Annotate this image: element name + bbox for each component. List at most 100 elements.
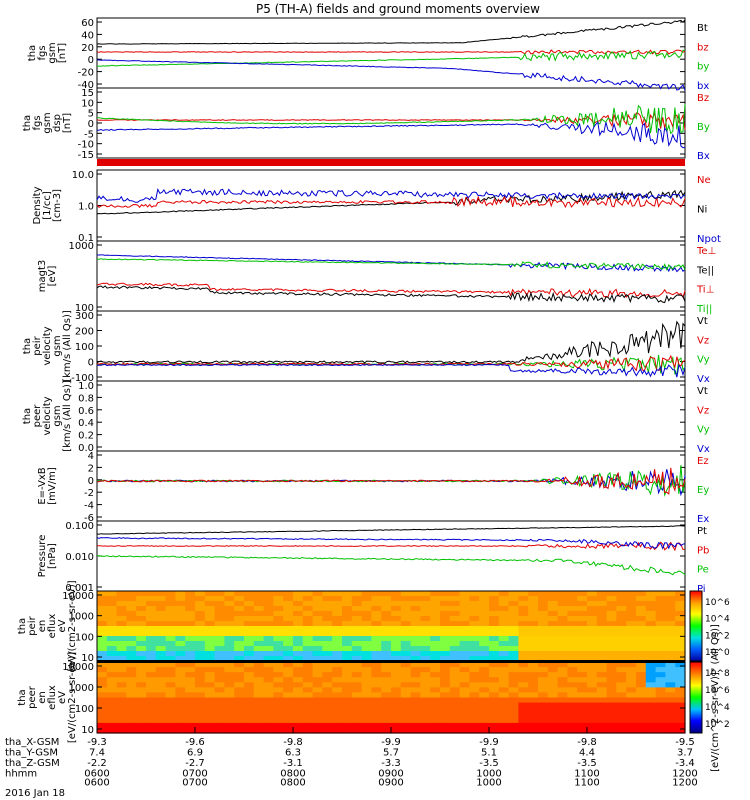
ephemeris-value: -3.3 bbox=[381, 758, 401, 769]
legend-Ti||: Ti|| bbox=[696, 304, 712, 315]
ephemeris-value: -2.7 bbox=[185, 758, 205, 769]
y-tick-label: -20 bbox=[78, 68, 94, 79]
y-tick-label: 5 bbox=[88, 109, 94, 120]
ephemeris-value: 6.9 bbox=[187, 748, 203, 759]
x-tick-label: 1000 bbox=[476, 778, 501, 789]
legend-Pt: Pt bbox=[697, 526, 707, 537]
ephemeris-value: 3.7 bbox=[677, 748, 693, 759]
series-Te-perp bbox=[96, 285, 686, 304]
panel-frame bbox=[96, 380, 686, 452]
y-axis-label: thapeirenefluxeV[eV/(cm2-s-sr-eV)] bbox=[17, 580, 78, 671]
ephemeris-value: 1100 bbox=[574, 769, 599, 780]
legend-Ne: Ne bbox=[697, 175, 711, 186]
series-Pi bbox=[96, 537, 686, 550]
y-tick-label: 0 bbox=[88, 119, 94, 130]
y-tick-label: 0.100 bbox=[65, 521, 94, 532]
y-tick-label: 10000 bbox=[62, 591, 94, 602]
series-Pe bbox=[96, 555, 686, 576]
ephemeris-value: -3.5 bbox=[479, 758, 499, 769]
ephemeris-value: 0800 bbox=[280, 769, 305, 780]
y-tick-label: 1000 bbox=[69, 241, 94, 252]
legend-Ni: Ni bbox=[697, 205, 707, 216]
panel-9: 10000 1000 100 10thapeirenefluxeV[eV/(cm2-s… bbox=[17, 580, 730, 671]
panel-8: 0.100 0.010 0.001 Pressure[nPa] Pt Pb Pe Pi bbox=[37, 520, 709, 595]
series-Bt bbox=[96, 19, 686, 45]
ephemeris-value: 0700 bbox=[182, 769, 207, 780]
x-tick-label: 0700 bbox=[182, 778, 207, 789]
x-tick-label: 1200 bbox=[672, 778, 697, 789]
legend-Ez: Ez bbox=[697, 456, 709, 467]
legend-Npot: Npot bbox=[697, 234, 721, 245]
panel-10: 10000 1000 100 10thapeerenefluxeV[eV/(cm2-s… bbox=[17, 652, 730, 743]
ephemeris-table: tha_X-GSM -9.3 -9.6 -9.8 -9.9 -9.9 -9.8 -9.5 tha… bbox=[5, 727, 698, 789]
panel-4: 1000 100 magt3[eV] Te⊥ Te|| Ti⊥ Ti|| bbox=[37, 240, 716, 315]
ephemeris-value: 1200 bbox=[672, 769, 697, 780]
y-axis-label: Pressure[nPa] bbox=[37, 535, 58, 578]
series-Ne bbox=[96, 195, 686, 209]
series-bx bbox=[96, 59, 686, 91]
ephemeris-row-label: hhmm bbox=[5, 769, 37, 780]
y-tick-label: -10 bbox=[78, 140, 94, 151]
legend-by: by bbox=[697, 62, 709, 73]
y-tick-label: 0.4 bbox=[78, 418, 94, 429]
ephemeris-value: 7.4 bbox=[89, 748, 105, 759]
ephemeris-value: 5.7 bbox=[383, 748, 399, 759]
y-tick-label: 0.010 bbox=[65, 552, 94, 563]
panel-frame bbox=[96, 450, 686, 522]
y-tick-label: 1000 bbox=[69, 612, 94, 623]
legend-Vy: Vy bbox=[697, 425, 710, 436]
panels: 6040200-20-40thafgsgsm[nT]Btbzbybx151050… bbox=[17, 17, 730, 772]
ephemeris-value: 5.1 bbox=[481, 748, 497, 759]
legend-Vx: Vx bbox=[697, 444, 710, 455]
legend-Pe: Pe bbox=[697, 565, 709, 576]
y-tick-label: 0 bbox=[88, 358, 94, 369]
ephemeris-value: -9.6 bbox=[185, 737, 205, 748]
y-tick-label: 10 bbox=[81, 98, 94, 109]
panel-frame bbox=[96, 520, 686, 592]
panel-frame bbox=[96, 240, 686, 312]
series-Pb bbox=[96, 541, 686, 552]
y-tick-label: 10.0 bbox=[72, 170, 94, 181]
y-tick-label: -40 bbox=[78, 80, 94, 91]
panel-frame bbox=[96, 169, 686, 242]
panel-6: 1.00.8 0.60.4 0.20.0 thapeervelocitygsm[km/… bbox=[22, 380, 710, 455]
colorbar bbox=[689, 590, 703, 662]
y-tick-label: 60 bbox=[81, 18, 94, 29]
colorbar-tick: 10^6 bbox=[705, 686, 730, 696]
traces bbox=[96, 19, 686, 576]
panel-3: 10.0 1.0 0.1 Density[1/cc][cm-3] Ne Ni Npot bbox=[32, 169, 721, 245]
ephemeris-value: -9.3 bbox=[87, 737, 107, 748]
colorbar-tick: 10^4 bbox=[705, 703, 730, 713]
colorbar-tick: 10^2 bbox=[705, 631, 730, 641]
y-tick-label: 2 bbox=[88, 463, 94, 474]
ephemeris-value: -9.5 bbox=[675, 737, 695, 748]
legend-Bt: Bt bbox=[697, 23, 708, 34]
y-tick-label: -5 bbox=[84, 129, 94, 140]
series-Te-par bbox=[96, 254, 686, 273]
ephemeris-value: -2.2 bbox=[87, 758, 107, 769]
ephemeris-value: -9.8 bbox=[283, 737, 303, 748]
series-Ey bbox=[96, 465, 686, 497]
ephemeris-value: -3.4 bbox=[675, 758, 695, 769]
legend-Vx: Vx bbox=[697, 374, 710, 385]
y-tick-label: 100 bbox=[75, 342, 94, 353]
legend-Ti⊥: Ti⊥ bbox=[696, 285, 714, 296]
ephemeris-value: -9.9 bbox=[479, 737, 499, 748]
plot-title: P5 (TH-A) fields and ground moments over… bbox=[256, 2, 540, 16]
series-by bbox=[97, 49, 686, 67]
y-tick-label: 100 bbox=[75, 632, 94, 643]
y-tick-label: 0.8 bbox=[78, 393, 94, 404]
y-tick-label: 0.1 bbox=[78, 233, 94, 244]
y-tick-label: 0 bbox=[88, 476, 94, 487]
series-Vt bbox=[96, 320, 686, 364]
y-tick-label: 0.2 bbox=[78, 431, 94, 442]
legend-Te||: Te|| bbox=[696, 265, 714, 276]
legend-Vz: Vz bbox=[697, 405, 709, 416]
y-tick-label: 10000 bbox=[62, 662, 94, 673]
x-tick-label: 0800 bbox=[280, 778, 305, 789]
y-axis-label: E=-VxB[mV/m] bbox=[37, 467, 58, 505]
legend-Vt: Vt bbox=[697, 316, 708, 327]
colorbar-tick: 10^4 bbox=[705, 615, 730, 625]
